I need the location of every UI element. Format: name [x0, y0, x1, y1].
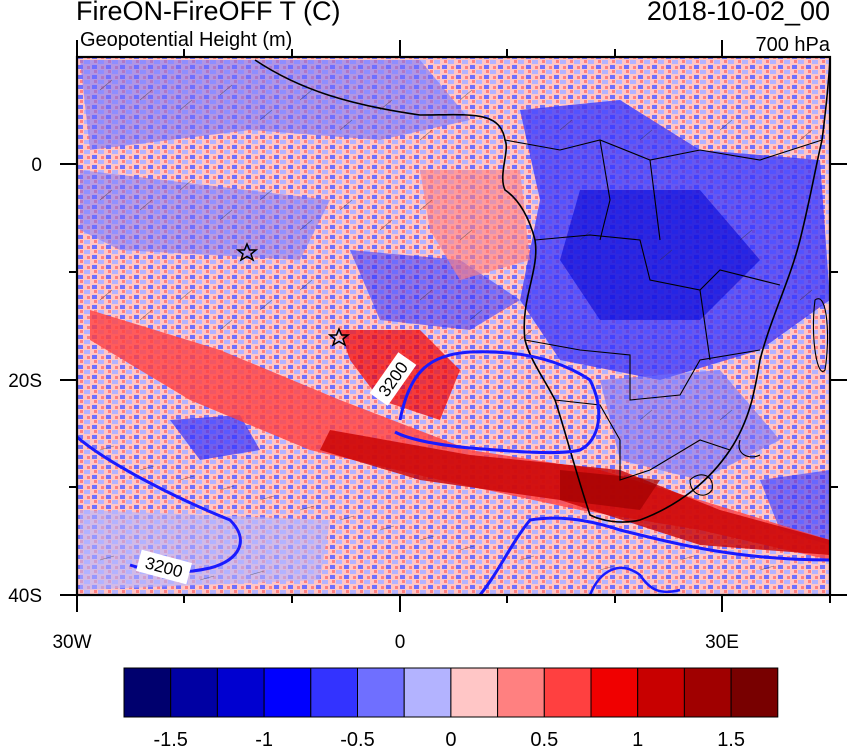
colorbar-swatch	[543, 667, 592, 718]
temperature-difference-field: 3200 3200	[77, 57, 830, 595]
colorbar-swatch	[683, 667, 732, 718]
colorbar-tick-label: -0.5	[340, 729, 374, 750]
map-title: FireON-FireOFF T (C)	[76, 0, 341, 26]
y-tick-label: 0	[31, 155, 42, 176]
map-subtitle: Geopotential Height (m)	[80, 29, 293, 51]
colorbar-swatch	[590, 667, 639, 718]
colorbar-swatch	[637, 667, 685, 718]
y-tick-label: 20S	[8, 371, 42, 392]
star-marker	[327, 327, 351, 347]
colorbar-tick-label: 1	[632, 729, 643, 750]
colorbar-swatch	[357, 667, 405, 718]
geopotential-contour	[478, 516, 830, 595]
star-marker	[235, 242, 259, 262]
colorbar-swatch	[170, 667, 218, 718]
colorbar-swatch	[123, 667, 172, 718]
x-tick-label: 30W	[52, 632, 91, 653]
colorbar-swatch	[263, 667, 312, 718]
pressure-level-label: 700 hPa	[755, 34, 830, 56]
geopotential-contour	[588, 566, 681, 595]
geopotential-contour	[394, 350, 601, 455]
map-frame	[75, 55, 832, 597]
x-tick-label: 30E	[705, 632, 739, 653]
axis-ticks	[60, 40, 847, 612]
colorbar-tick-label: -1.5	[153, 729, 187, 750]
colorbar-swatch	[730, 667, 779, 718]
colorbar: -1.5 -1 -0.5 0 0.5 1 1.5	[123, 667, 779, 750]
colorbar-swatch	[216, 667, 265, 718]
colorbar-tick-label: 0.5	[530, 729, 558, 750]
colorbar-swatch	[497, 667, 545, 718]
x-tick-label: 0	[395, 632, 406, 653]
date-label: 2018-10-02_00	[646, 0, 830, 26]
colorbar-swatch	[450, 667, 499, 718]
colorbar-swatch	[310, 667, 358, 718]
colorbar-tick-label: 0	[445, 729, 456, 750]
colorbar-swatch	[403, 667, 452, 718]
colorbar-tick-label: 1.5	[717, 729, 745, 750]
colorbar-tick-label: -1	[255, 729, 273, 750]
y-tick-label: 40S	[8, 586, 42, 607]
